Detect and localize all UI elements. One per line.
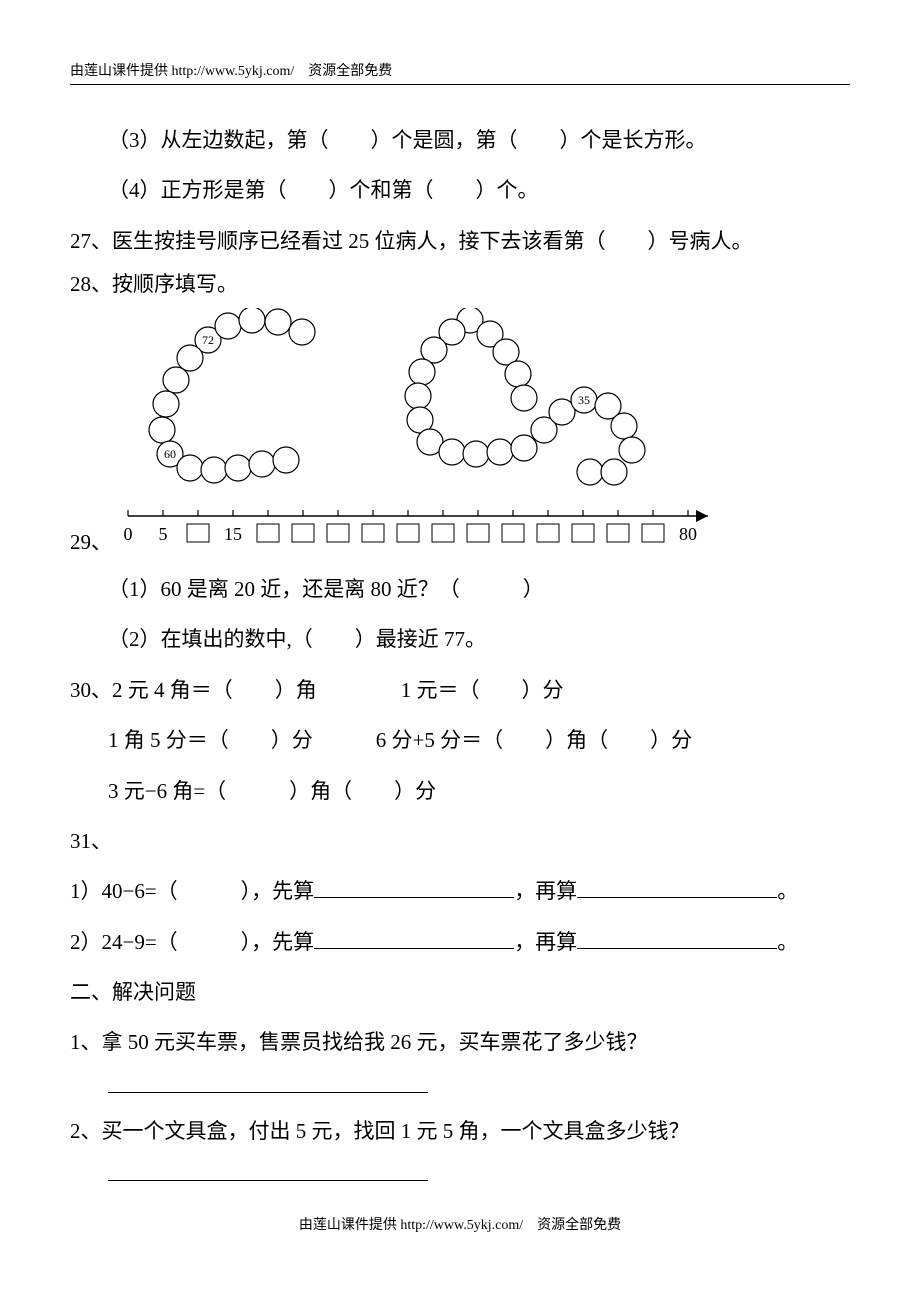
question-30-line1: 30、2 元 4 角＝（ ）角 1 元＝（ ）分: [70, 665, 850, 715]
q31-1-a: 1）40−6=（ ），先算: [70, 879, 314, 903]
question-30-line2: 1 角 5 分＝（ ）分 6 分+5 分＝（ ）角（ ）分: [70, 715, 850, 765]
blank-31-2b: [577, 927, 777, 949]
svg-text:72: 72: [202, 333, 214, 347]
problem-1: 1、拿 50 元买车票，售票员找给我 26 元，买车票花了多少钱？: [70, 1017, 850, 1067]
svg-text:15: 15: [224, 524, 242, 544]
question-30-line3: 3 元−6 角=（ ）角（ ）分: [70, 766, 850, 816]
svg-text:0: 0: [124, 524, 133, 544]
q31-2-a: 2）24−9=（ ），先算: [70, 930, 314, 954]
footer-source: 由莲山课件提供 http://www.5ykj.com/: [299, 1218, 523, 1233]
question-27: 27、医生按挂号顺序已经看过 25 位病人，接下去该看第（ ）号病人。: [70, 216, 850, 266]
question-31-2: 2）24−9=（ ），先算 ，再算 。: [70, 917, 850, 967]
header-source: 由莲山课件提供 http://www.5ykj.com/: [70, 64, 294, 79]
svg-text:5: 5: [159, 524, 168, 544]
circle-sequence-diagram: 72 60 35: [70, 308, 670, 488]
blank-31-1b: [577, 876, 777, 898]
page-footer: 由莲山课件提供 http://www.5ykj.com/ 资源全部免费: [70, 1214, 850, 1234]
blank-31-2a: [314, 927, 514, 949]
svg-text:35: 35: [578, 393, 590, 407]
blank-31-1a: [314, 876, 514, 898]
question-29-1: （1）60 是离 20 近，还是离 80 近？（ ）: [70, 564, 850, 614]
q31-1-b: ，再算: [514, 879, 577, 903]
question-31-1: 1）40−6=（ ），先算 ，再算 。: [70, 866, 850, 916]
question-29-2: （2）在填出的数中,（ ）最接近 77。: [70, 614, 850, 664]
question-31-label: 31、: [70, 816, 850, 866]
question-28-label: 28、按顺序填写。: [70, 266, 850, 304]
svg-text:80: 80: [679, 524, 697, 544]
question-29-label: 29、: [70, 524, 112, 564]
section-2-heading: 二、解决问题: [70, 967, 850, 1017]
page-header: 由莲山课件提供 http://www.5ykj.com/ 资源全部免费: [70, 60, 850, 85]
answer-blank-1: [108, 1076, 428, 1093]
q31-2-c: 。: [777, 930, 798, 954]
problem-2: 2、买一个文具盒，付出 5 元，找回 1 元 5 角，一个文具盒多少钱？: [70, 1106, 850, 1156]
answer-blank-2: [108, 1164, 428, 1181]
svg-text:60: 60: [164, 447, 176, 461]
q31-1-c: 。: [777, 879, 798, 903]
question-4: （4）正方形是第（ ）个和第（ ）个。: [70, 165, 850, 215]
header-note: 资源全部免费: [308, 64, 392, 79]
number-line-diagram: 0 5 15 80: [118, 498, 738, 554]
q31-2-b: ，再算: [514, 930, 577, 954]
question-3: （3）从左边数起，第（ ）个是圆，第（ ）个是长方形。: [70, 115, 850, 165]
footer-note: 资源全部免费: [537, 1218, 621, 1233]
